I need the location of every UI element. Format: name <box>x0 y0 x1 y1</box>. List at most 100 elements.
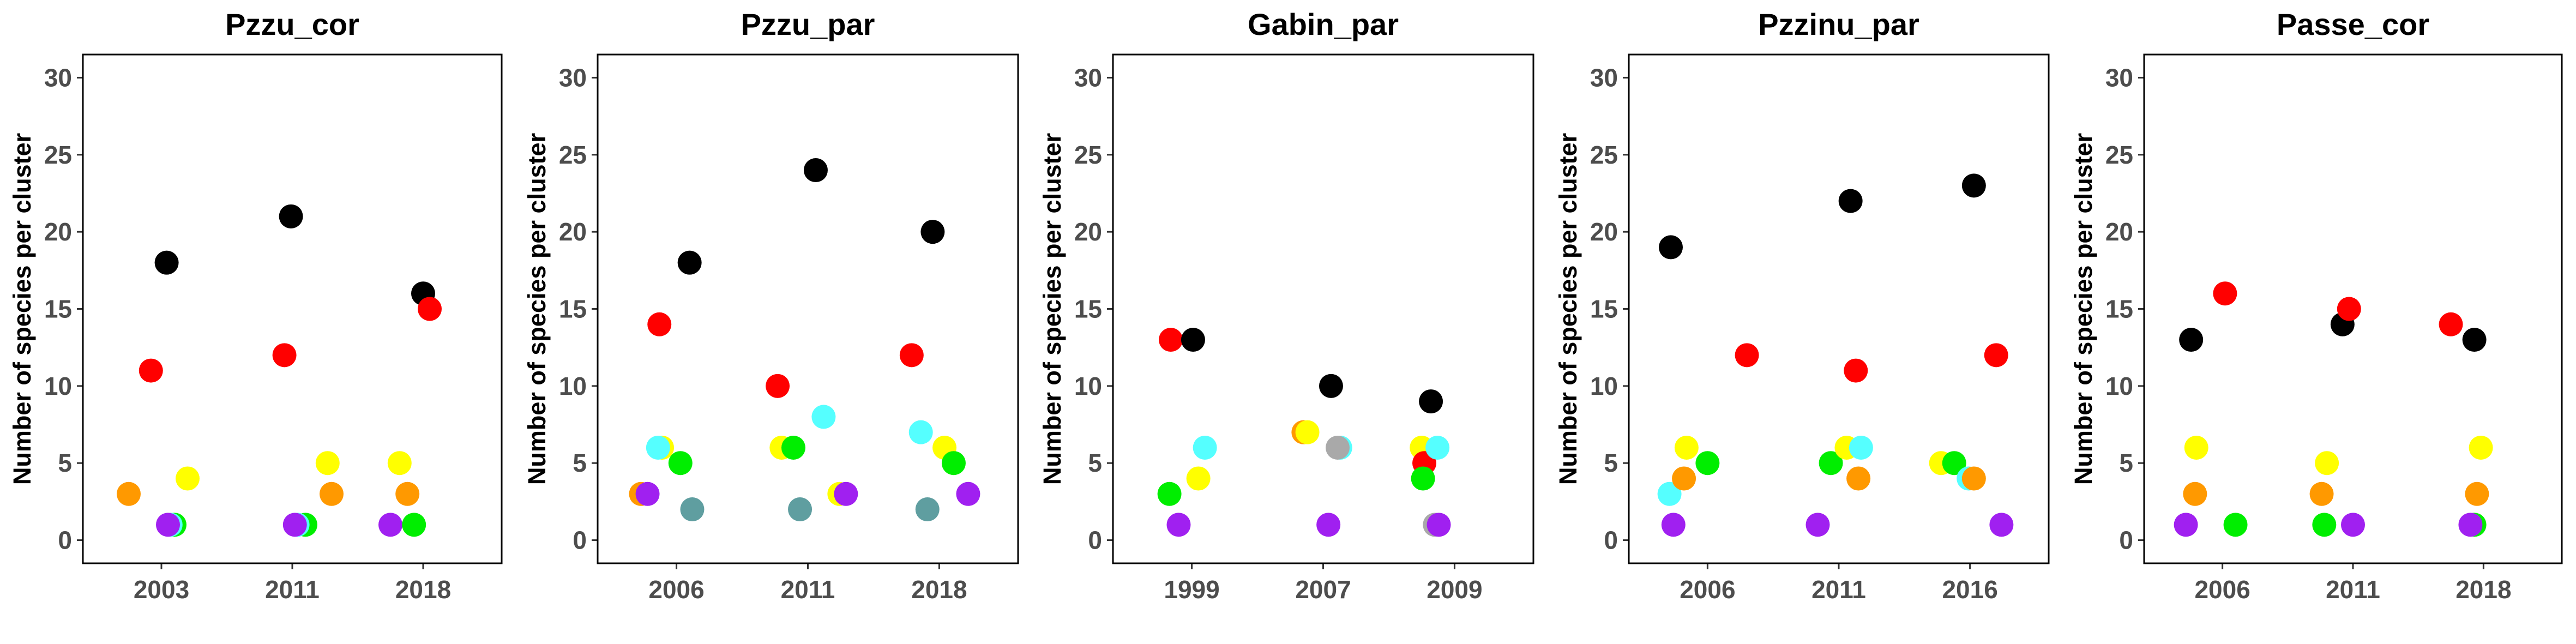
data-point <box>920 220 945 244</box>
data-point <box>899 343 924 368</box>
data-point <box>1419 389 1443 414</box>
x-tick-label: 2009 <box>1427 575 1482 604</box>
data-point <box>1295 420 1320 444</box>
y-tick-label: 25 <box>1590 141 1618 169</box>
data-point <box>1961 173 1986 198</box>
y-tick-label: 15 <box>1590 295 1618 323</box>
y-axis-title: Number of species per cluster <box>1554 133 1582 485</box>
data-point <box>279 204 303 228</box>
data-point <box>2179 328 2204 352</box>
data-point <box>2469 435 2493 460</box>
data-point <box>1838 189 1863 213</box>
data-point <box>1659 235 1683 260</box>
x-tick-label: 2007 <box>1295 575 1351 604</box>
data-point <box>387 451 412 476</box>
data-point <box>2337 297 2361 321</box>
x-tick-label: 1999 <box>1164 575 1219 604</box>
plot-frame <box>2143 53 2563 564</box>
x-tick-label: 2011 <box>265 575 320 604</box>
data-point <box>418 297 442 321</box>
data-point <box>1316 513 1341 537</box>
plot-frame <box>82 53 503 564</box>
chart-panel-2: Pzzu_par Number of species per cluster 0 5 1… <box>523 7 1019 604</box>
data-point <box>1849 435 1873 460</box>
x-tick-label: 2006 <box>1680 575 1735 604</box>
y-tick-label: 15 <box>2105 295 2133 323</box>
data-point <box>176 466 200 491</box>
data-point <box>2465 482 2489 506</box>
data-point <box>156 513 180 537</box>
x-tick-label: 2006 <box>648 575 704 604</box>
data-point <box>1657 482 1682 506</box>
data-point <box>811 405 836 429</box>
data-point <box>1984 343 2008 368</box>
y-tick-label: 20 <box>1074 218 1102 246</box>
data-point <box>1819 451 1843 476</box>
y-tick-label: 10 <box>44 372 72 400</box>
data-point <box>803 158 828 183</box>
data-point <box>282 513 307 537</box>
y-tick-label: 25 <box>559 141 587 169</box>
data-point <box>1846 466 1871 491</box>
y-axis-title: Number of species per cluster <box>8 133 36 485</box>
data-point <box>680 497 705 522</box>
y-tick-label: 15 <box>559 295 587 323</box>
data-point <box>956 482 980 506</box>
plot-frame <box>597 53 1019 564</box>
data-point <box>2315 451 2339 476</box>
panel-title: Pzzinu_par <box>1758 7 1919 41</box>
data-point <box>2183 482 2207 506</box>
data-point <box>139 358 163 383</box>
y-tick-label: 25 <box>44 141 72 169</box>
data-point <box>1319 374 1343 398</box>
y-tick-label: 10 <box>559 372 587 400</box>
y-tick-label: 20 <box>2105 218 2133 246</box>
y-tick-label: 5 <box>1088 449 1102 477</box>
data-point <box>1326 435 1350 460</box>
data-point <box>1735 343 1759 368</box>
y-tick-label: 0 <box>1604 526 1618 555</box>
data-point <box>834 482 858 506</box>
y-tick-label: 5 <box>2119 449 2133 477</box>
y-axis-title: Number of species per cluster <box>523 133 551 485</box>
y-tick-label: 20 <box>44 218 72 246</box>
data-point <box>1672 466 1696 491</box>
data-point <box>1844 358 1868 383</box>
data-point <box>1961 466 1986 491</box>
y-tick-label: 0 <box>58 526 72 555</box>
y-tick-label: 10 <box>1074 372 1102 400</box>
y-tick-label: 0 <box>2119 526 2133 555</box>
data-point <box>788 497 812 522</box>
y-tick-label: 25 <box>2105 141 2133 169</box>
data-point <box>2184 435 2208 460</box>
data-point <box>1805 513 1830 537</box>
x-tick-label: 2011 <box>2326 575 2380 604</box>
data-point <box>646 435 670 460</box>
y-tick-label: 5 <box>1604 449 1618 477</box>
y-tick-label: 25 <box>1074 141 1102 169</box>
y-tick-label: 30 <box>2105 63 2133 92</box>
data-point <box>2309 482 2334 506</box>
data-point <box>647 312 672 336</box>
data-point <box>2439 312 2463 336</box>
data-point <box>402 513 426 537</box>
data-point <box>2462 328 2487 352</box>
y-axis-title: Number of species per cluster <box>1038 133 1066 485</box>
y-tick-label: 10 <box>2105 372 2133 400</box>
data-point <box>1427 513 1451 537</box>
data-point <box>1695 451 1720 476</box>
panel-title: Gabin_par <box>1248 7 1399 41</box>
data-point <box>2223 513 2248 537</box>
data-point <box>2174 513 2198 537</box>
data-point <box>1166 513 1191 537</box>
chart-panel-1: Pzzu_cor Number of species per cluster 0 5 1… <box>8 7 503 604</box>
y-tick-label: 15 <box>44 295 72 323</box>
data-point <box>1661 513 1686 537</box>
panel-title: Pzzu_cor <box>225 7 359 41</box>
data-point <box>2341 513 2365 537</box>
data-point <box>315 451 340 476</box>
y-tick-label: 30 <box>44 63 72 92</box>
data-point <box>677 250 702 275</box>
chart-panel-3: Gabin_par Number of species per cluster 0 5… <box>1038 7 1534 604</box>
panel-title: Pzzu_par <box>741 7 875 41</box>
